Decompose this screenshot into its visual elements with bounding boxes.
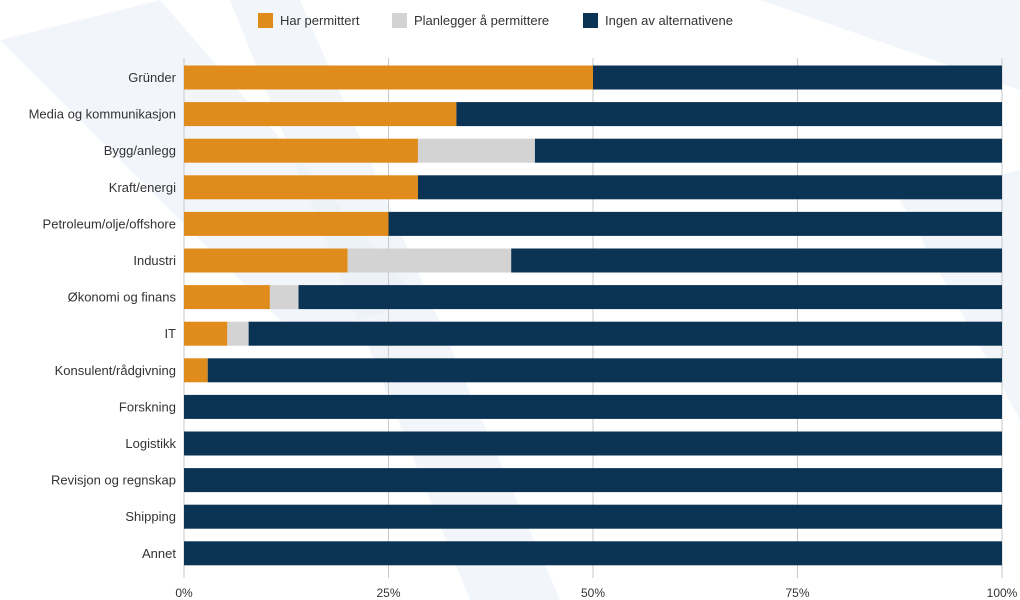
bar-ingen-av-alternativene-shipping	[184, 504, 1002, 529]
bar-har-permittert-it	[184, 321, 228, 346]
x-tick-label: 75%	[785, 586, 809, 600]
bar-har-permittert-grunder	[184, 65, 593, 90]
bar-planlegger-a-permittere-industri	[347, 248, 512, 273]
bar-ingen-av-alternativene-okonomi-og-finans	[298, 285, 1002, 310]
legend-label: Har permittert	[280, 13, 360, 28]
bar-ingen-av-alternativene-bygg-anlegg	[534, 138, 1002, 163]
bar-har-permittert-konsulent-radgivning	[184, 358, 208, 383]
bar-ingen-av-alternativene-annet	[184, 541, 1002, 566]
bar-ingen-av-alternativene-kraft-energi	[417, 175, 1002, 200]
category-label: Gründer	[128, 70, 176, 85]
bar-planlegger-a-permittere-okonomi-og-finans	[269, 285, 299, 310]
category-label: Logistikk	[125, 436, 176, 451]
bar-har-permittert-industri	[184, 248, 348, 273]
bar-ingen-av-alternativene-logistikk	[184, 431, 1002, 456]
x-tick-label: 100%	[987, 586, 1018, 600]
legend-swatch-ingen-av-alternativene	[583, 13, 598, 28]
category-label: IT	[164, 326, 176, 341]
category-label: Konsulent/rådgivning	[55, 363, 176, 378]
bar-ingen-av-alternativene-revisjon-og-regnskap	[184, 468, 1002, 493]
category-labels: Gründer Media og kommunikasjon Bygg/anlegg…	[29, 70, 177, 561]
x-axis-ticks: 0% 25% 50% 75% 100%	[175, 586, 1017, 600]
category-label: Økonomi og finans	[68, 290, 177, 305]
category-label: Industri	[133, 253, 176, 268]
bar-ingen-av-alternativene-forskning	[184, 394, 1002, 419]
category-label: Annet	[142, 546, 176, 561]
legend-swatch-har-permittert	[258, 13, 273, 28]
x-tick-label: 25%	[376, 586, 400, 600]
bars	[184, 65, 1003, 566]
bar-har-permittert-kraft-energi	[184, 175, 418, 200]
bar-ingen-av-alternativene-industri	[511, 248, 1002, 273]
bar-har-permittert-media-og-kommunikasjon	[184, 102, 457, 127]
category-label: Shipping	[125, 509, 176, 524]
bar-planlegger-a-permittere-bygg-anlegg	[417, 138, 535, 163]
category-label: Media og kommunikasjon	[29, 107, 176, 122]
x-tick-label: 50%	[581, 586, 605, 600]
bar-ingen-av-alternativene-it	[248, 321, 1002, 346]
legend-label: Planlegger å permittere	[414, 13, 549, 28]
category-label: Kraft/energi	[109, 180, 176, 195]
bar-har-permittert-okonomi-og-finans	[184, 285, 270, 310]
legend-label: Ingen av alternativene	[605, 13, 733, 28]
category-label: Bygg/anlegg	[104, 143, 176, 158]
category-label: Petroleum/olje/offshore	[43, 216, 176, 231]
bar-ingen-av-alternativene-grunder	[593, 65, 1002, 90]
category-label: Revisjon og regnskap	[51, 473, 176, 488]
bar-ingen-av-alternativene-media-og-kommunikasjon	[456, 102, 1002, 127]
legend-swatch-planlegger-a-permittere	[392, 13, 407, 28]
legend: Har permittert Planlegger å permittere Ing…	[258, 13, 733, 28]
bar-har-permittert-petroleum-olje-offshore	[184, 211, 389, 236]
category-label: Forskning	[119, 399, 176, 414]
bar-planlegger-a-permittere-it	[227, 321, 249, 346]
bar-har-permittert-bygg-anlegg	[184, 138, 418, 163]
bar-ingen-av-alternativene-petroleum-olje-offshore	[388, 211, 1002, 236]
x-tick-label: 0%	[175, 586, 193, 600]
bar-ingen-av-alternativene-konsulent-radgivning	[207, 358, 1003, 383]
